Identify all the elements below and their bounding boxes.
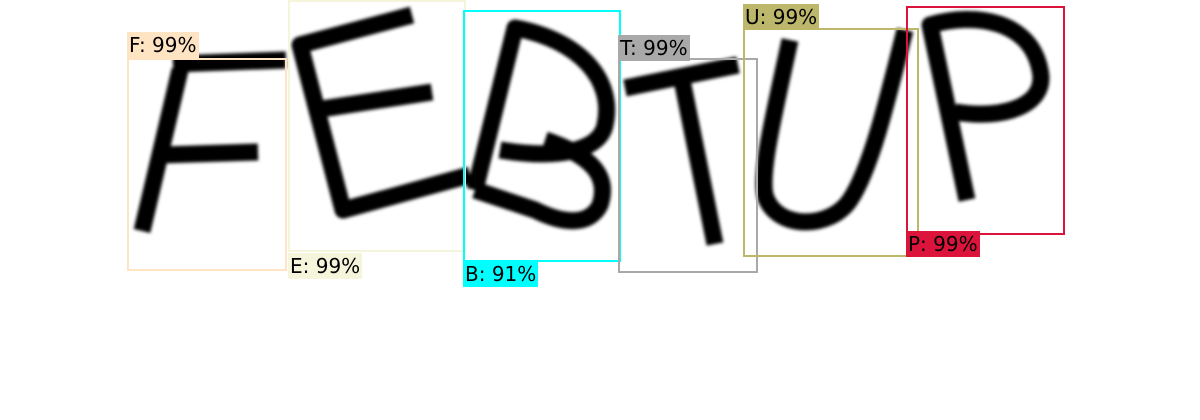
detection-box [463,10,621,262]
detection-label: E: 99% [288,253,363,279]
glyph-u [755,27,914,231]
glyph-p [921,11,1050,202]
detection-box [743,28,919,257]
detection-label: B: 91% [463,261,539,287]
detection-box [127,58,287,271]
detection-box [618,58,758,273]
glyph-t [623,56,740,246]
glyph-e [291,6,473,219]
glyph-b [466,19,616,230]
detection-label: T: 99% [618,35,690,61]
detection-label: U: 99% [743,4,820,30]
detection-label: F: 99% [127,32,199,58]
glyph-f [133,51,287,233]
detection-box [906,6,1065,235]
detection-box [288,0,466,252]
detection-label: P: 99% [906,231,980,257]
